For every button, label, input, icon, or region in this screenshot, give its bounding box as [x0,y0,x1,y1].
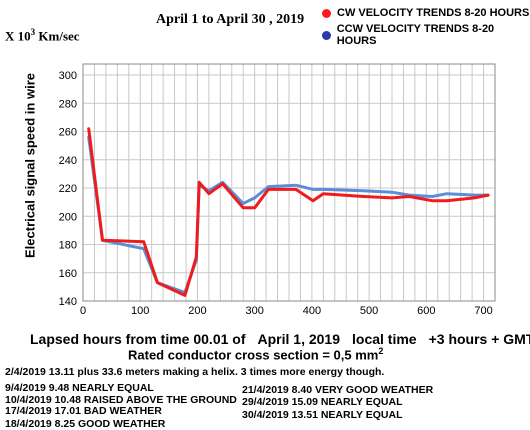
chart-grid [83,64,495,302]
y-unit-suffix: Km/sec [35,28,80,44]
x-label-part-1: Lapsed hours from time 00.01 of [30,331,246,347]
note-line-7: 29/4/2019 15.09 NEARLY EQUAL [242,396,403,408]
y-tick-label: 280 [59,98,77,110]
x-label-part-2: April 1, 2019 [257,331,341,347]
note-line-1: 2/4/2019 13.11 plus 33.6 meters making a… [5,366,385,378]
x-tick-label: 700 [474,305,492,317]
x-tick-label: 500 [360,305,378,317]
note-line-3: 10/4/2019 10.48 RAISED ABOVE THE GROUND [5,394,237,406]
y-tick-label: 220 [59,183,77,195]
x-tick-label: 100 [131,305,149,317]
x-label-part-4: +3 hours + GMT [428,331,530,347]
series-line-cw [87,127,490,297]
x-tick-label: 0 [80,305,86,317]
plot-frame [82,63,496,302]
series-line-ccw [87,135,490,294]
conductor-cross-section: Rated conductor cross section = 0,5 mm2 [128,346,383,362]
legend-label-ccw: CCW VELOCITY TRENDS 8-20 HOURS [336,23,495,47]
y-tick-label: 200 [59,211,77,223]
legend-label-cw: CW VELOCITY TRENDS 8-20 HOURS [337,7,530,19]
x-label-part-3: local time [352,331,417,347]
note-line-2: 9/4/2019 9.48 NEARLY EQUAL [5,382,154,394]
x-axis-label: Lapsed hours from time 00.01 of April 1, … [30,331,530,347]
note-line-5: 18/4/2019 8.25 GOOD WEATHER [5,418,166,430]
legend-item-cw: CW VELOCITY TRENDS 8-20 HOURS [322,7,529,19]
x-tick-label: 300 [245,305,263,317]
x-tick-label: 400 [303,305,321,317]
y-tick-label: 180 [59,240,77,252]
chart-period-title: April 1 to April 30 , 2019 [156,12,305,27]
y-unit-exponent: 3 [30,27,36,37]
legend-item-ccw: CCW VELOCITY TRENDS 8-20 HOURS [322,23,530,47]
y-unit-label: X 103 Km/sec [5,27,80,44]
chart-lines [87,127,490,297]
chart-ticks: 140 160 180 200 220 240 260 280 300 0 100 200 300 400… [59,70,493,317]
y-tick-label: 240 [59,155,77,167]
legend-dot-cw [322,8,331,18]
note-line-8: 30/4/2019 13.51 NEARLY EQUAL [242,409,403,421]
velocity-chart: 140 160 180 200 220 240 260 280 300 0 100 200 300 400… [59,63,496,317]
x-tick-label: 600 [417,305,435,317]
x-tick-label: 200 [188,305,206,317]
y-tick-label: 260 [59,127,77,139]
note-line-6: 21/4/2019 8.40 VERY GOOD WEATHER [242,384,434,396]
y-tick-label: 300 [59,70,77,82]
conductor-exponent: 2 [378,346,384,356]
y-unit-prefix: X 10 [5,28,31,44]
legend-dot-ccw [322,30,331,40]
note-line-4: 17/4/2019 17.01 BAD WEATHER [5,405,162,417]
y-tick-label: 160 [59,268,77,280]
conductor-text: Rated conductor cross section = 0,5 mm [128,347,379,363]
y-tick-label: 140 [59,296,77,308]
